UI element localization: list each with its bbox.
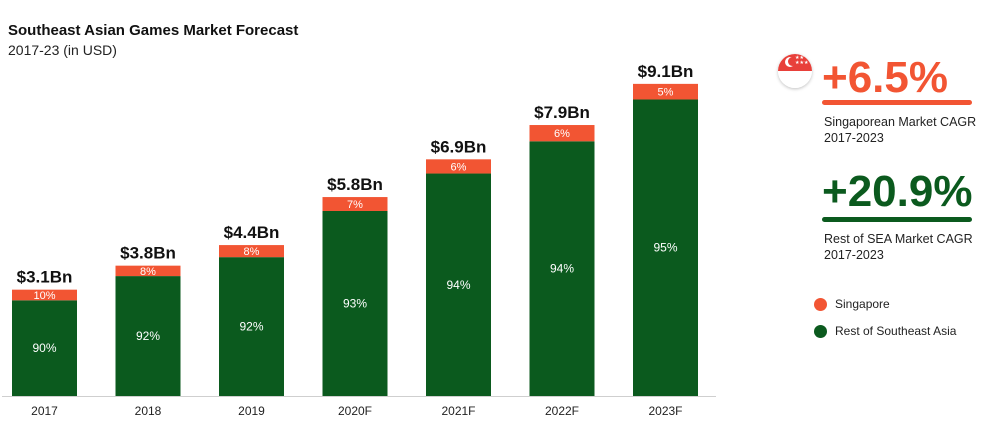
bar-singapore-2021F xyxy=(426,159,491,174)
data-label-rest-of-sea-2017: 90% xyxy=(32,341,56,355)
x-tick-label-2019: 2019 xyxy=(238,404,265,418)
bar-singapore-2020F xyxy=(322,197,388,211)
singapore-cagr-label-line2: 2017-2023 xyxy=(824,131,884,145)
rest-of-sea-cagr-label: Rest of SEA Market CAGR 2017-2023 xyxy=(824,231,973,263)
data-label-rest-of-sea-2018: 92% xyxy=(136,329,160,343)
x-tick-label-2018: 2018 xyxy=(135,404,162,418)
x-tick-label-2022F: 2022F xyxy=(545,404,579,418)
singapore-flag-icon: ★★ ★★★ xyxy=(778,54,812,88)
legend-item-singapore: Singapore xyxy=(814,297,890,311)
singapore-cagr-label: Singaporean Market CAGR 2017-2023 xyxy=(824,114,976,146)
singapore-cagr-value: +6.5% xyxy=(822,53,948,102)
legend-swatch-rest-of-sea xyxy=(814,324,827,338)
bar-singapore-2019 xyxy=(219,245,284,258)
bar-rest-of-sea-2020F xyxy=(322,210,388,396)
bar-rest-of-sea-2021F xyxy=(426,173,491,396)
chart-subtitle: 2017-23 (in USD) xyxy=(8,42,117,58)
data-label-singapore-2021F: 6% xyxy=(451,161,467,173)
bar-rest-of-sea-2018 xyxy=(115,276,181,396)
total-label-2020F: $5.8Bn xyxy=(327,175,383,194)
singapore-cagr-underline xyxy=(822,100,972,105)
data-label-rest-of-sea-2021F: 94% xyxy=(446,278,470,292)
bar-rest-of-sea-2023F xyxy=(633,99,698,396)
data-label-rest-of-sea-2023F: 95% xyxy=(653,241,677,255)
data-label-singapore-2020F: 7% xyxy=(347,199,363,211)
total-label-2018: $3.8Bn xyxy=(120,244,176,263)
data-label-singapore-2019: 8% xyxy=(244,246,260,258)
singapore-cagr-label-line1: Singaporean Market CAGR xyxy=(824,115,977,129)
bar-singapore-2018 xyxy=(115,265,181,277)
bar-singapore-2022F xyxy=(529,125,595,142)
rest-of-sea-cagr-underline xyxy=(822,217,972,222)
data-label-rest-of-sea-2020F: 93% xyxy=(343,296,367,310)
rest-of-sea-cagr-label-line1: Rest of SEA Market CAGR xyxy=(824,232,973,246)
chart-title: Southeast Asian Games Market Forecast xyxy=(8,22,299,39)
x-tick-label-2021F: 2021F xyxy=(441,404,475,418)
bar-rest-of-sea-2022F xyxy=(529,141,595,396)
data-label-rest-of-sea-2022F: 94% xyxy=(550,262,574,276)
data-label-singapore-2023F: 5% xyxy=(658,87,674,99)
data-label-singapore-2018: 8% xyxy=(140,266,156,278)
legend-item-rest-of-sea: Rest of Southeast Asia xyxy=(814,324,956,338)
legend-label-rest-of-sea: Rest of Southeast Asia xyxy=(835,324,957,338)
x-tick-label-2020F: 2020F xyxy=(338,404,372,418)
bar-singapore-2023F xyxy=(633,83,698,100)
total-label-2023F: $9.1Bn xyxy=(638,62,694,81)
total-label-2017: $3.1Bn xyxy=(17,268,73,287)
total-label-2022F: $7.9Bn xyxy=(534,103,590,122)
bar-rest-of-sea-2019 xyxy=(219,257,284,396)
total-label-2021F: $6.9Bn xyxy=(431,137,487,156)
total-label-2019: $4.4Bn xyxy=(224,223,280,242)
bar-singapore-2017 xyxy=(12,289,77,301)
data-label-rest-of-sea-2019: 92% xyxy=(239,320,263,334)
data-label-singapore-2017: 10% xyxy=(33,290,55,302)
rest-of-sea-cagr-value: +20.9% xyxy=(822,167,973,216)
data-label-singapore-2022F: 6% xyxy=(554,128,570,140)
rest-of-sea-cagr-label-line2: 2017-2023 xyxy=(824,248,884,262)
x-tick-label-2023F: 2023F xyxy=(648,404,682,418)
bar-rest-of-sea-2017 xyxy=(12,300,77,396)
legend-swatch-singapore xyxy=(814,297,827,311)
legend-label-singapore: Singapore xyxy=(835,297,890,311)
stacked-bar-chart: 10% 90% $3.1Bn 2017 8% 92% $3.8Bn 2018 8% 92% $4.4… xyxy=(2,62,716,418)
x-tick-label-2017: 2017 xyxy=(31,404,58,418)
